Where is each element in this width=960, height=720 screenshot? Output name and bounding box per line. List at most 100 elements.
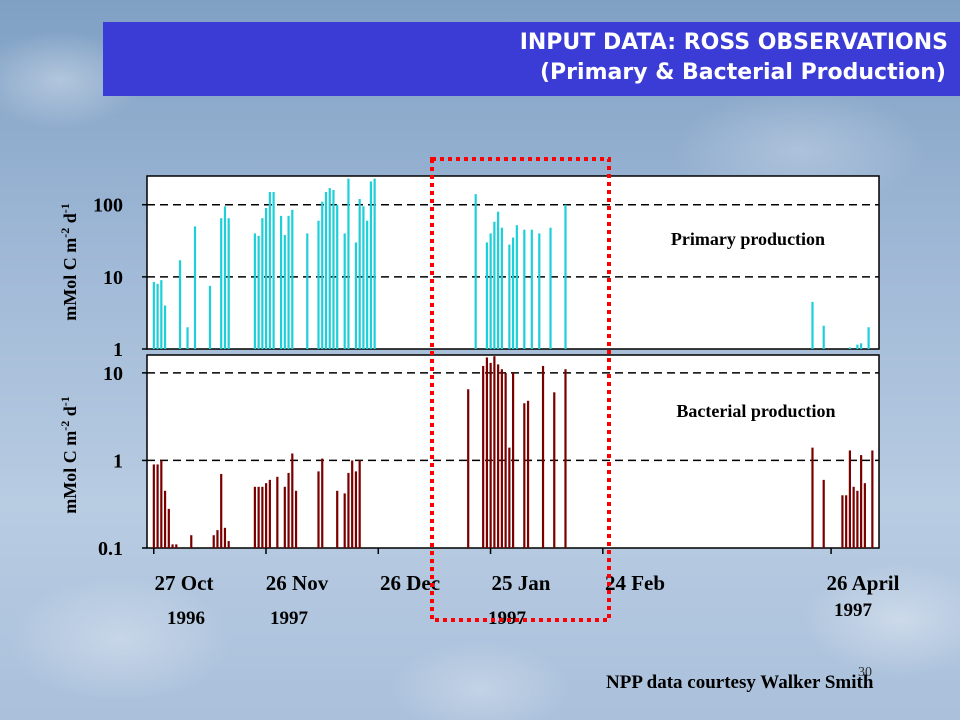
primary-bar [354,242,358,349]
bacterial-bar [852,486,855,548]
bacterial-bar [175,544,178,548]
bacterial-bar [489,362,492,548]
bacterial-bar [485,357,489,548]
primary-bar [268,192,271,349]
primary-bar [163,305,167,349]
x-year-label: 1997 [270,608,309,629]
bacterial-bar [163,490,167,548]
primary-bar [343,233,346,349]
bacterial-bar [564,369,567,548]
page-number: 30 [858,665,872,680]
y-tick-label: 1 [113,450,123,472]
bacterial-bar [268,479,271,548]
primary-bar [152,281,155,349]
primary-bar [867,327,870,349]
bacterial-bar [504,372,507,548]
bacterial-bar [841,495,844,548]
primary-bar [328,188,331,349]
primary-bar [811,301,814,349]
primary-bar [856,344,859,349]
primary-bar [848,347,852,349]
primary-bar [261,218,264,349]
bacterial-bar [523,403,526,548]
bacterial-bar [358,460,361,548]
y-tick-label: 1 [113,339,123,361]
bacterial-bar [336,490,339,548]
primary-bar [358,198,361,349]
bacterial-bar [822,479,825,548]
bacterial-bar [863,483,866,548]
highlight-box [430,157,611,622]
bacterial-bar [860,455,863,548]
primary-bar [822,325,825,349]
x-year-label: 1997 [834,600,873,621]
primary-bar [485,242,489,349]
bacterial-bar [493,356,496,548]
primary-production-annotation: Primary production [671,229,825,249]
primary-bar [489,233,492,349]
primary-bar [366,220,369,349]
bacterial-bar [845,495,848,548]
primary-bar [564,204,567,349]
primary-bar [208,285,212,349]
primary-bar [223,206,227,349]
primary-bar [321,201,324,349]
primary-bar [373,178,376,349]
primary-bar [549,227,552,349]
primary-bar [497,211,500,349]
primary-bar [332,189,335,349]
x-tick-label: 26 Nov [266,571,329,595]
primary-bar [287,215,290,349]
primary-bar [257,235,260,349]
bacterial-bar [294,490,298,548]
primary-bar [220,218,223,349]
primary-bar [186,327,189,349]
bacterial-bar [257,486,260,548]
bacterial-bar [261,486,264,548]
bacterial-bar [526,400,530,548]
bacterial-bar [512,372,515,548]
y-tick-label: 10 [103,363,123,385]
bacterial-bar [317,471,320,548]
bacterial-bar [223,527,227,548]
bacterial-bar [220,474,223,548]
bacterial-production-annotation: Bacterial production [676,401,835,421]
primary-bar [860,343,863,349]
bacterial-bar [343,493,346,548]
bacterial-bar [508,447,511,548]
primary-bar [508,244,511,349]
bacterial-bar [156,464,159,548]
primary-bar [347,178,350,349]
primary-bar [500,227,503,349]
bacterial-bar [541,365,545,548]
title-band: INPUT DATA: ROSS OBSERVATIONS (Primary &… [103,22,960,96]
bacterial-bar [283,486,286,548]
x-year-label: 1996 [167,608,205,629]
primary-bar [306,233,309,349]
primary-bar [283,235,286,349]
y-tick-label: 10 [103,267,123,289]
primary-bar [538,233,541,349]
primary-bar [336,204,339,349]
x-tick-label: 24 Feb [605,571,665,595]
bacterial-bar [212,535,215,548]
bacterial-bar [848,450,852,548]
primary-bar [512,237,515,349]
primary-bar [160,280,163,349]
y-tick-label: 100 [93,195,123,217]
x-tick-label: 26 April [827,571,900,595]
bacterial-bar [467,389,470,548]
bacterial-bar [321,458,324,548]
bacterial-bar [291,453,294,548]
primary-bar [272,192,275,349]
slide-title: INPUT DATA: ROSS OBSERVATIONS [519,30,948,55]
bacterial-bar [276,476,279,548]
bacterial-bar [351,460,354,548]
x-tick-label: 27 Oct [155,571,214,595]
primary-bar [362,206,365,349]
bacterial-bar [152,464,155,548]
primary-bar [193,226,197,349]
bacterial-bar [160,460,163,548]
x-tick-label: 25 Jan [492,571,551,595]
